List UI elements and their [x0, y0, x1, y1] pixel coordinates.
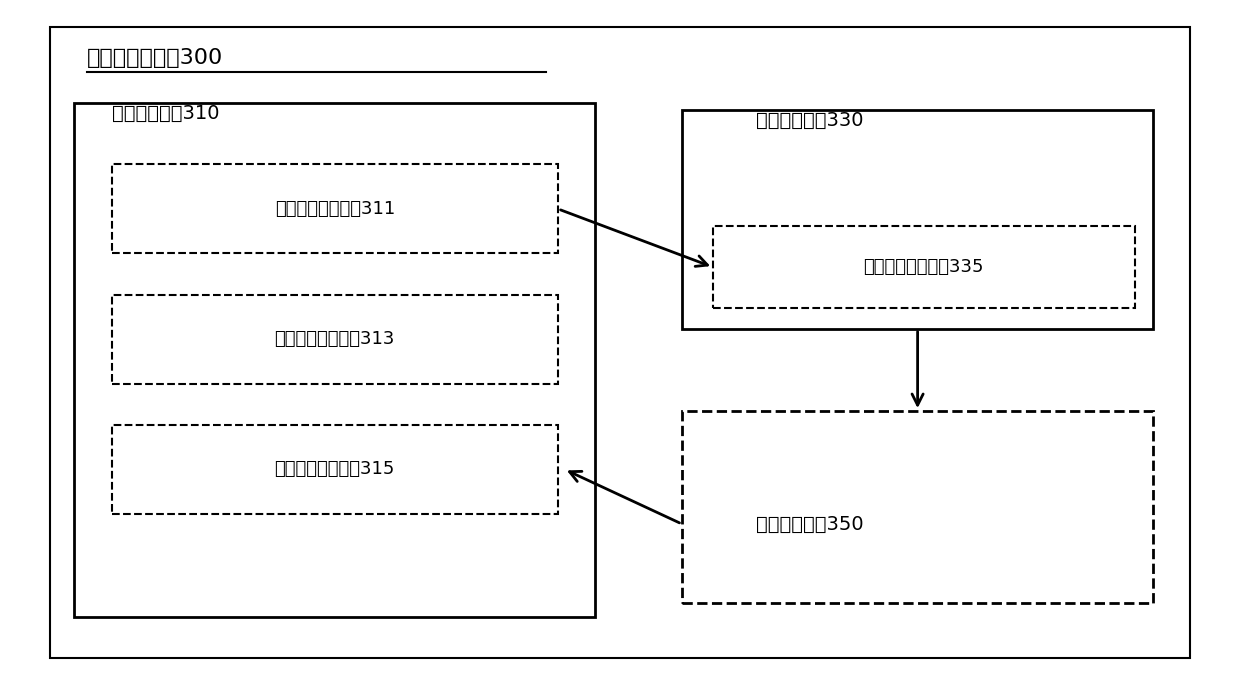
- Text: 重复使能单元350: 重复使能单元350: [756, 514, 864, 534]
- FancyBboxPatch shape: [112, 164, 558, 253]
- Text: 协助下载单元330: 协助下载单元330: [756, 111, 864, 130]
- Text: 第一状态判断模块311: 第一状态判断模块311: [275, 200, 394, 218]
- Text: 状态判断单元310: 状态判断单元310: [112, 104, 219, 123]
- Text: 多线程下载装置300: 多线程下载装置300: [87, 49, 223, 68]
- FancyBboxPatch shape: [50, 27, 1190, 658]
- FancyBboxPatch shape: [112, 425, 558, 514]
- Text: 第二状态判断模块313: 第二状态判断模块313: [274, 330, 396, 348]
- FancyBboxPatch shape: [682, 411, 1153, 603]
- FancyBboxPatch shape: [713, 226, 1135, 308]
- FancyBboxPatch shape: [74, 103, 595, 616]
- FancyBboxPatch shape: [682, 110, 1153, 329]
- Text: 下载大小调整单元335: 下载大小调整单元335: [863, 258, 985, 276]
- Text: 第三状态判断模块315: 第三状态判断模块315: [274, 460, 396, 478]
- FancyBboxPatch shape: [112, 295, 558, 384]
